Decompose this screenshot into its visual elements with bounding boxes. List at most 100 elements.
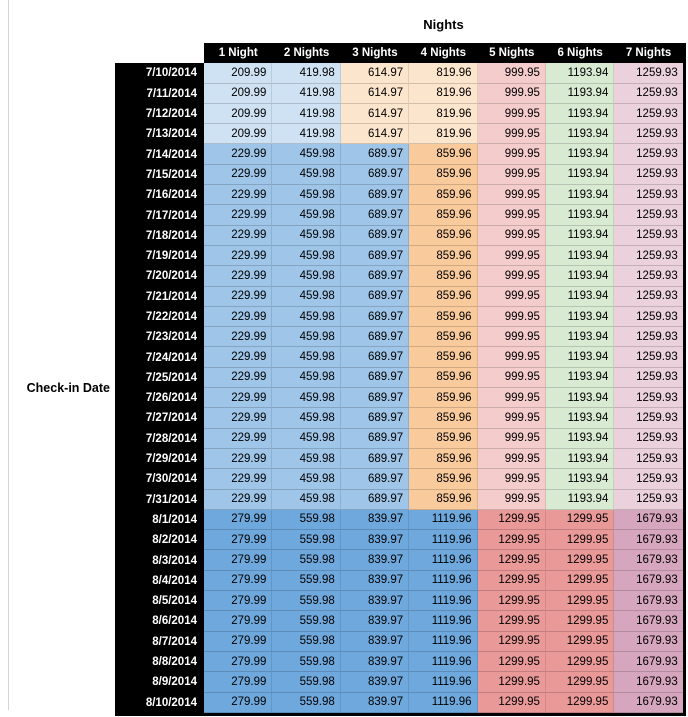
price-cell[interactable]: 559.98	[272, 570, 341, 592]
checkin-date-cell[interactable]: 8/5/2014	[115, 591, 204, 612]
price-cell[interactable]: 559.98	[272, 530, 341, 551]
price-cell[interactable]: 459.98	[272, 144, 341, 165]
price-cell[interactable]: 1259.93	[614, 124, 683, 145]
price-cell[interactable]: 279.99	[204, 631, 273, 652]
price-cell[interactable]: 1259.93	[614, 469, 683, 490]
price-cell[interactable]: 999.95	[477, 408, 546, 429]
price-cell[interactable]: 689.97	[340, 388, 410, 409]
price-cell[interactable]: 229.99	[204, 185, 273, 206]
price-cell[interactable]: 1193.94	[545, 185, 615, 206]
price-cell[interactable]: 1299.95	[545, 570, 615, 592]
price-cell[interactable]: 1299.95	[545, 591, 615, 612]
price-cell[interactable]: 1259.93	[614, 489, 683, 510]
checkin-date-cell[interactable]: 7/26/2014	[115, 388, 204, 409]
price-cell[interactable]: 1299.95	[477, 692, 546, 713]
price-cell[interactable]: 1679.93	[614, 631, 683, 652]
price-cell[interactable]: 1679.93	[614, 692, 683, 713]
price-cell[interactable]: 419.98	[272, 103, 341, 125]
price-cell[interactable]: 1679.93	[614, 672, 683, 693]
price-cell[interactable]: 1193.94	[545, 286, 615, 307]
price-cell[interactable]: 999.95	[477, 103, 546, 125]
price-cell[interactable]: 1119.96	[409, 611, 478, 632]
price-cell[interactable]: 839.97	[340, 570, 410, 592]
price-cell[interactable]: 459.98	[272, 245, 341, 267]
price-cell[interactable]: 1259.93	[614, 205, 683, 226]
checkin-date-cell[interactable]: 7/24/2014	[115, 347, 204, 368]
checkin-date-cell[interactable]: 7/27/2014	[115, 408, 204, 429]
price-cell[interactable]: 1193.94	[545, 266, 615, 287]
price-cell[interactable]: 459.98	[272, 347, 341, 368]
price-cell[interactable]: 1193.94	[545, 388, 615, 409]
price-cell[interactable]: 459.98	[272, 306, 341, 328]
checkin-date-cell[interactable]: 7/17/2014	[115, 205, 204, 226]
price-cell[interactable]: 1193.94	[545, 144, 615, 165]
checkin-date-cell[interactable]: 7/22/2014	[115, 306, 204, 328]
price-cell[interactable]: 859.96	[409, 245, 478, 267]
price-cell[interactable]: 209.99	[204, 124, 273, 145]
checkin-date-cell[interactable]: 7/10/2014	[115, 63, 204, 84]
price-cell[interactable]: 1119.96	[409, 692, 478, 713]
column-header-cell[interactable]: 7 Nights	[614, 43, 683, 64]
price-cell[interactable]: 279.99	[204, 550, 273, 571]
price-cell[interactable]: 859.96	[409, 266, 478, 287]
checkin-date-cell[interactable]: 8/3/2014	[115, 550, 204, 571]
price-cell[interactable]: 559.98	[272, 692, 341, 713]
price-cell[interactable]: 229.99	[204, 489, 273, 510]
price-cell[interactable]: 459.98	[272, 205, 341, 226]
price-cell[interactable]: 459.98	[272, 225, 341, 246]
price-cell[interactable]: 229.99	[204, 428, 273, 449]
price-cell[interactable]: 1299.95	[477, 530, 546, 551]
price-cell[interactable]: 1259.93	[614, 448, 683, 470]
price-cell[interactable]: 279.99	[204, 672, 273, 693]
price-cell[interactable]: 999.95	[477, 225, 546, 246]
price-cell[interactable]: 1259.93	[614, 185, 683, 206]
price-cell[interactable]: 419.98	[272, 83, 341, 104]
price-cell[interactable]: 229.99	[204, 388, 273, 409]
price-cell[interactable]: 279.99	[204, 509, 273, 531]
price-cell[interactable]: 459.98	[272, 428, 341, 449]
price-cell[interactable]: 689.97	[340, 469, 410, 490]
price-cell[interactable]: 614.97	[340, 103, 410, 125]
checkin-date-cell[interactable]: 8/7/2014	[115, 631, 204, 652]
column-header-cell[interactable]: 1 Night	[204, 43, 273, 64]
price-cell[interactable]: 1679.93	[614, 550, 683, 571]
price-cell[interactable]: 859.96	[409, 144, 478, 165]
price-cell[interactable]: 1119.96	[409, 530, 478, 551]
price-cell[interactable]: 999.95	[477, 469, 546, 490]
price-cell[interactable]: 859.96	[409, 225, 478, 246]
price-cell[interactable]: 1299.95	[477, 631, 546, 652]
price-cell[interactable]: 1193.94	[545, 245, 615, 267]
price-cell[interactable]: 1299.95	[477, 509, 546, 531]
price-cell[interactable]: 459.98	[272, 388, 341, 409]
price-cell[interactable]: 559.98	[272, 611, 341, 632]
price-cell[interactable]: 839.97	[340, 550, 410, 571]
price-cell[interactable]: 1119.96	[409, 570, 478, 592]
checkin-date-cell[interactable]: 7/29/2014	[115, 448, 204, 470]
price-cell[interactable]: 999.95	[477, 286, 546, 307]
price-cell[interactable]: 1119.96	[409, 651, 478, 673]
price-cell[interactable]: 559.98	[272, 550, 341, 571]
price-cell[interactable]: 459.98	[272, 185, 341, 206]
price-cell[interactable]: 1299.95	[545, 509, 615, 531]
price-cell[interactable]: 999.95	[477, 205, 546, 226]
price-cell[interactable]: 689.97	[340, 185, 410, 206]
price-cell[interactable]: 859.96	[409, 469, 478, 490]
checkin-date-cell[interactable]: 7/19/2014	[115, 245, 204, 267]
price-cell[interactable]: 689.97	[340, 327, 410, 348]
price-cell[interactable]: 1299.95	[477, 651, 546, 673]
checkin-date-cell[interactable]: 8/8/2014	[115, 651, 204, 673]
checkin-date-cell[interactable]: 7/15/2014	[115, 164, 204, 186]
price-cell[interactable]: 279.99	[204, 611, 273, 632]
price-cell[interactable]: 1193.94	[545, 63, 615, 84]
price-cell[interactable]: 1119.96	[409, 509, 478, 531]
price-cell[interactable]: 1119.96	[409, 672, 478, 693]
price-cell[interactable]: 1299.95	[477, 591, 546, 612]
price-cell[interactable]: 1259.93	[614, 306, 683, 328]
price-cell[interactable]: 1299.95	[545, 631, 615, 652]
price-cell[interactable]: 859.96	[409, 367, 478, 389]
price-cell[interactable]: 1259.93	[614, 225, 683, 246]
price-cell[interactable]: 559.98	[272, 591, 341, 612]
price-cell[interactable]: 459.98	[272, 489, 341, 510]
price-cell[interactable]: 1193.94	[545, 347, 615, 368]
column-header-cell[interactable]: 3 Nights	[340, 43, 410, 64]
